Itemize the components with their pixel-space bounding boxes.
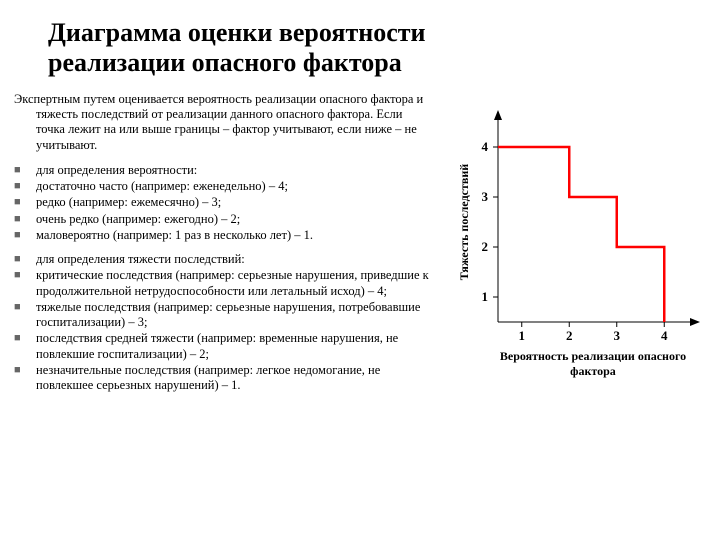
svg-text:2: 2 bbox=[566, 328, 573, 343]
bullet-icon: ■ bbox=[14, 331, 36, 362]
svg-text:3: 3 bbox=[614, 328, 621, 343]
svg-text:2: 2 bbox=[482, 239, 489, 254]
bullet-icon: ■ bbox=[14, 268, 36, 299]
bullet-icon: ■ bbox=[14, 252, 36, 267]
svg-text:4: 4 bbox=[661, 328, 668, 343]
svg-text:фактора: фактора bbox=[570, 364, 616, 378]
chart-area: 1 2 3 4 1 2 3 4 Вероятность реализации опасногоф… bbox=[434, 92, 704, 395]
list-item: ■ для определения вероятности: bbox=[14, 163, 434, 178]
bullet-icon: ■ bbox=[14, 228, 36, 243]
intro-paragraph: Экспертным путем оценивается вероятность… bbox=[14, 92, 434, 153]
bullet-icon: ■ bbox=[14, 300, 36, 331]
list-item: ■ тяжелые последствия (например: серьезн… bbox=[14, 300, 434, 331]
svg-text:1: 1 bbox=[482, 289, 489, 304]
bullet-icon: ■ bbox=[14, 195, 36, 210]
title-line-2: реализации опасного фактора bbox=[48, 48, 720, 78]
bullet-icon: ■ bbox=[14, 212, 36, 227]
title-line-1: Диаграмма оценки вероятности bbox=[48, 18, 720, 48]
list-item: ■ незначительные последствия (например: … bbox=[14, 363, 434, 394]
svg-text:Тяжесть последствий: Тяжесть последствий bbox=[457, 164, 471, 280]
list-item: ■ достаточно часто (например: еженедельн… bbox=[14, 179, 434, 194]
list-item: ■ очень редко (например: ежегодно) – 2; bbox=[14, 212, 434, 227]
list-item: ■ последствия средней тяжести (например:… bbox=[14, 331, 434, 362]
text-column: Экспертным путем оценивается вероятность… bbox=[14, 92, 434, 395]
bullet-icon: ■ bbox=[14, 163, 36, 178]
bullet-icon: ■ bbox=[14, 363, 36, 394]
list-item: ■ редко (например: ежемесячно) – 3; bbox=[14, 195, 434, 210]
list-item: ■ маловероятно (например: 1 раз в нескол… bbox=[14, 228, 434, 243]
svg-text:1: 1 bbox=[519, 328, 526, 343]
svg-text:3: 3 bbox=[482, 189, 489, 204]
list-item: ■ критические последствия (например: сер… bbox=[14, 268, 434, 299]
svg-text:4: 4 bbox=[482, 139, 489, 154]
list-item: ■ для определения тяжести последствий: bbox=[14, 252, 434, 267]
risk-step-chart: 1 2 3 4 1 2 3 4 Вероятность реализации опасногоф… bbox=[452, 92, 712, 392]
svg-text:Вероятность реализации опасног: Вероятность реализации опасного bbox=[500, 349, 686, 363]
bullet-icon: ■ bbox=[14, 179, 36, 194]
content-row: Экспертным путем оценивается вероятность… bbox=[0, 78, 720, 395]
